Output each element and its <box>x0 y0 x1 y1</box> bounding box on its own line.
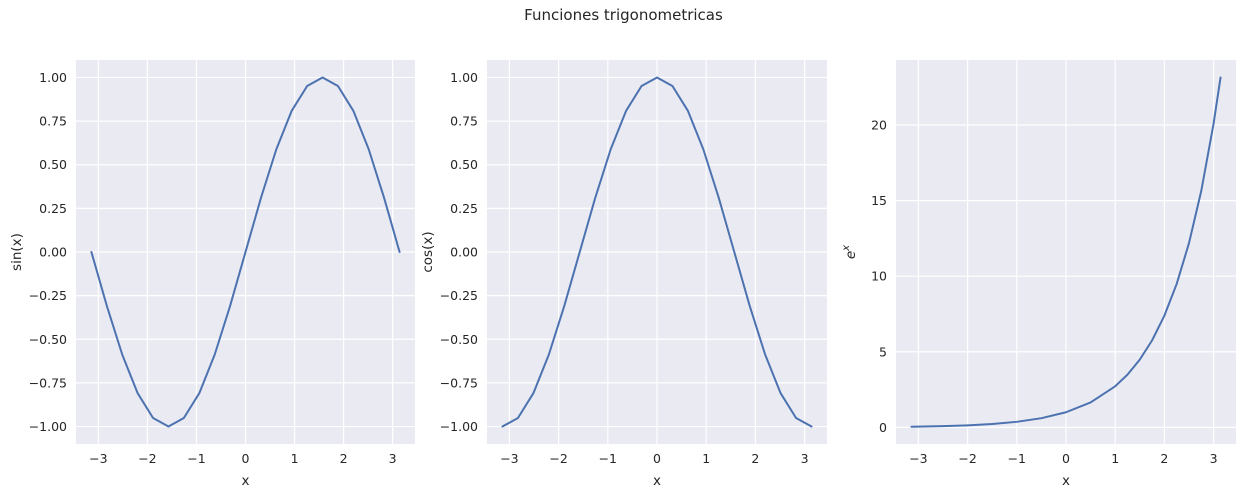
y-tick-label: −0.50 <box>29 332 67 347</box>
y-tick-label: 0.25 <box>39 201 67 216</box>
y-tick-label: −1.00 <box>440 419 478 434</box>
y-tick-label: 0.25 <box>450 201 478 216</box>
subplot-3: −3 −2 −1 0 1 2 3 0 5 10 15 20 x ex <box>841 60 1236 489</box>
y-tick-label: −0.25 <box>29 288 67 303</box>
y-tick-label: −0.25 <box>440 288 478 303</box>
y-tick-label: 0.00 <box>39 245 67 260</box>
y-tick-label: 1.00 <box>39 70 67 85</box>
x-tick-label: −3 <box>89 451 107 466</box>
x-tick-label: −3 <box>909 451 927 466</box>
x-axis-label: x <box>1062 473 1070 489</box>
y-axis-label: ex <box>841 245 859 259</box>
y-tick-label: 0.00 <box>450 245 478 260</box>
y-tick-label: 0 <box>879 420 887 435</box>
x-axis-label: x <box>653 473 661 489</box>
x-tick-label: 3 <box>1210 451 1218 466</box>
y-tick-label: 15 <box>871 193 887 208</box>
subplot-1: −3 −2 −1 0 1 2 3 −1.00 −0.75 −0.50 −0.25 0.00 0.25 0.… <box>9 60 415 489</box>
subplot-2: −3 −2 −1 0 1 2 3 −1.00 −0.75 −0.50 −0.25 0.00 0.25 0.… <box>420 60 827 489</box>
y-tick-label: 5 <box>879 344 887 359</box>
y-tick-label: 0.75 <box>39 114 67 129</box>
y-tick-label: −0.75 <box>29 375 67 390</box>
y-tick-label: 1.00 <box>450 70 478 85</box>
x-axis-label: x <box>242 473 250 489</box>
y-tick-label: −0.75 <box>440 375 478 390</box>
x-tick-label: 2 <box>1160 451 1168 466</box>
x-tick-label: 2 <box>340 451 348 466</box>
figure-title: Funciones trigonometricas <box>524 6 723 24</box>
x-tick-label: −2 <box>549 451 567 466</box>
x-tick-label: 0 <box>1062 451 1070 466</box>
x-tick-label: 2 <box>751 451 759 466</box>
x-tick-label: 3 <box>801 451 809 466</box>
y-tick-label: −1.00 <box>29 419 67 434</box>
x-tick-label: 1 <box>291 451 299 466</box>
y-tick-label: 10 <box>871 269 887 284</box>
x-tick-label: −2 <box>958 451 976 466</box>
series-line <box>90 76 401 428</box>
x-tick-label: 0 <box>242 451 250 466</box>
y-tick-label: 0.75 <box>450 114 478 129</box>
x-tick-label: 3 <box>389 451 397 466</box>
x-tick-label: 1 <box>702 451 710 466</box>
series-line <box>501 76 813 428</box>
series-line <box>910 76 1222 428</box>
x-tick-label: 0 <box>653 451 661 466</box>
x-tick-label: −1 <box>1008 451 1026 466</box>
y-tick-label: −0.50 <box>440 332 478 347</box>
x-tick-label: −1 <box>599 451 617 466</box>
x-tick-label: −1 <box>187 451 205 466</box>
y-axis-label: sin(x) <box>9 233 25 271</box>
y-tick-label: 20 <box>871 118 887 133</box>
y-tick-label: 0.50 <box>39 157 67 172</box>
x-tick-label: −2 <box>138 451 156 466</box>
y-axis-label: cos(x) <box>420 231 436 272</box>
y-tick-label: 0.50 <box>450 157 478 172</box>
x-tick-label: 1 <box>1111 451 1119 466</box>
x-tick-label: −3 <box>500 451 518 466</box>
